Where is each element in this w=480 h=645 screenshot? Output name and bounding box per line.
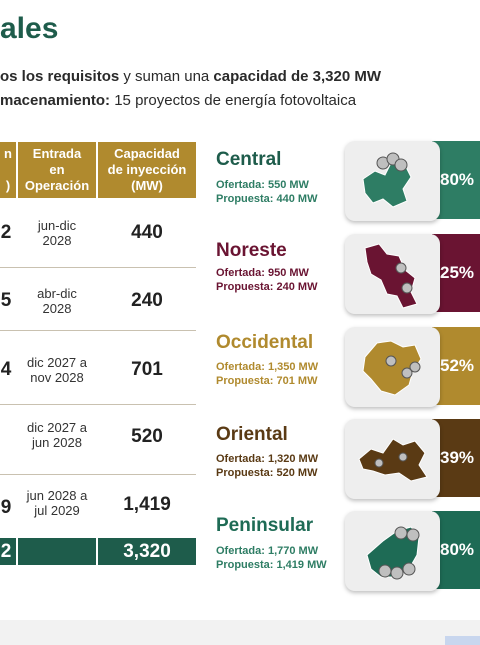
row2-entrada-2: 2028 — [42, 301, 72, 316]
occidental-map-icon — [362, 340, 422, 396]
region-detail-central: Ofertada: 550 MW Propuesta: 440 MW — [216, 178, 317, 206]
oriental-map-icon — [358, 438, 428, 482]
page-title: ales — [0, 12, 59, 45]
region-detail-peninsular: Ofertada: 1,770 MW Propuesta: 1,419 MW — [216, 544, 327, 572]
total-bar-left — [0, 538, 16, 565]
header-entrada-1: Entrada — [32, 146, 82, 161]
row4-capacidad: 520 — [131, 426, 163, 447]
central-ofertada: Ofertada: 550 MW — [216, 179, 309, 191]
row1-entrada-1: jun-dic — [37, 218, 77, 233]
row4-entrada-2: jun 2028 — [32, 435, 82, 450]
row3-left: 4 — [0, 359, 12, 380]
peninsular-map-icon — [366, 526, 420, 580]
row1-left: 2 — [0, 222, 12, 243]
row-divider — [0, 404, 196, 405]
header-capacidad-3: (MW) — [131, 178, 163, 193]
noreste-ofertada: Ofertada: 950 MW — [216, 267, 309, 279]
oriental-ofertada: Ofertada: 1,320 MW — [216, 453, 319, 465]
pct-occidental: 52% — [432, 327, 480, 405]
subtitle-text-1: y suman una — [119, 68, 214, 85]
noreste-map-icon — [364, 243, 418, 309]
row2-entrada-1: abr-dic — [37, 286, 77, 301]
row2-left: 5 — [0, 290, 12, 311]
table-header-capacidad: Capacidad de inyección (MW) — [98, 142, 196, 198]
subtitle-line-2: macenamiento: 15 proyectos de energía fo… — [0, 92, 356, 109]
region-name-central: Central — [216, 149, 282, 170]
region-name-noreste: Noreste — [216, 240, 287, 261]
subtitle-line-1: os los requisitos y suman una capacidad … — [0, 68, 381, 85]
row2-capacidad: 240 — [131, 290, 163, 311]
pct-oriental: 39% — [432, 419, 480, 497]
total-left: 2 — [0, 541, 12, 562]
header-col0-top: n — [4, 146, 12, 161]
region-name-oriental: Oriental — [216, 424, 288, 445]
table-header-col0: n ) — [0, 142, 16, 198]
region-detail-occidental: Ofertada: 1,350 MW Propuesta: 701 MW — [216, 360, 318, 388]
header-entrada-2: en — [49, 162, 65, 177]
row3-capacidad: 701 — [131, 359, 163, 380]
row5-left: 9 — [0, 497, 12, 518]
region-detail-noreste: Ofertada: 950 MW Propuesta: 240 MW — [216, 266, 317, 294]
row1-entrada: jun-dic 2028 — [18, 218, 96, 248]
row5-entrada-1: jun 2028 a — [26, 488, 88, 503]
header-col0-bottom: ) — [5, 178, 11, 193]
row-divider — [0, 267, 196, 268]
total-capacidad: 3,320 — [123, 541, 171, 562]
row3-entrada-2: nov 2028 — [30, 370, 84, 385]
noreste-propuesta: Propuesta: 240 MW — [216, 281, 318, 293]
subtitle-bold-1: os los requisitos — [0, 68, 120, 85]
subtitle-bold-3: macenamiento: — [0, 92, 111, 109]
pct-noreste: 25% — [432, 234, 480, 312]
pct-peninsular: 80% — [432, 511, 480, 589]
row-divider — [0, 330, 196, 331]
central-propuesta: Propuesta: 440 MW — [216, 193, 318, 205]
row5-entrada: jun 2028 a jul 2029 — [18, 488, 96, 518]
row1-entrada-2: 2028 — [42, 233, 72, 248]
map-card-occidental — [345, 327, 440, 407]
occidental-ofertada: Ofertada: 1,350 MW — [216, 361, 319, 373]
region-detail-oriental: Ofertada: 1,320 MW Propuesta: 520 MW — [216, 452, 318, 480]
header-capacidad-1: Capacidad — [114, 146, 180, 161]
subtitle-bold-2: capacidad de 3,320 MW — [213, 68, 381, 85]
row5-entrada-2: jul 2029 — [34, 503, 80, 518]
region-name-peninsular: Peninsular — [216, 515, 314, 536]
row5-capacidad: 1,419 — [123, 494, 171, 515]
central-map-icon — [362, 152, 412, 208]
pct-central: 80% — [432, 141, 480, 219]
peninsular-propuesta: Propuesta: 1,419 MW — [216, 559, 327, 571]
peninsular-ofertada: Ofertada: 1,770 MW — [216, 545, 319, 557]
map-card-oriental — [345, 419, 440, 499]
row2-entrada: abr-dic 2028 — [18, 286, 96, 316]
row4-entrada-1: dic 2027 a — [27, 420, 87, 435]
occidental-propuesta: Propuesta: 701 MW — [216, 375, 318, 387]
row3-entrada-1: dic 2027 a — [27, 355, 87, 370]
subtitle-text-2: 15 proyectos de energía fotovoltaica — [110, 92, 357, 109]
map-card-central — [345, 141, 440, 221]
header-entrada-3: Operación — [24, 178, 90, 193]
row-divider — [0, 474, 196, 475]
region-name-occidental: Occidental — [216, 332, 314, 353]
total-bar-right — [98, 538, 196, 565]
bottom-band — [0, 620, 480, 645]
bottom-accent — [445, 636, 480, 645]
row3-entrada: dic 2027 a nov 2028 — [18, 355, 96, 385]
map-card-noreste — [345, 234, 440, 314]
map-card-peninsular — [345, 511, 440, 591]
table-header-entrada: Entrada en Operación — [18, 142, 96, 198]
header-capacidad-2: de inyección — [107, 162, 187, 177]
total-bar-mid — [18, 538, 96, 565]
row4-entrada: dic 2027 a jun 2028 — [18, 420, 96, 450]
oriental-propuesta: Propuesta: 520 MW — [216, 467, 318, 479]
row1-capacidad: 440 — [131, 222, 163, 243]
